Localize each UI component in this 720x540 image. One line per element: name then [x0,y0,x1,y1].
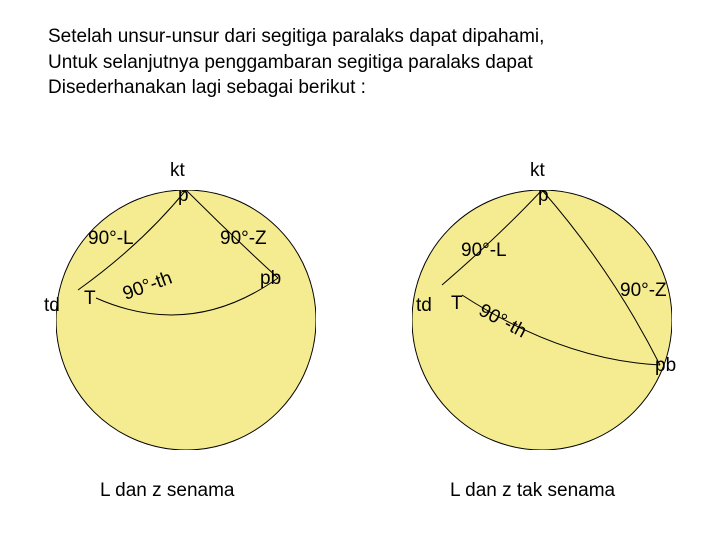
right-label-90Z: 90°-Z [620,280,667,302]
intro-text: Setelah unsur-unsur dari segitiga parala… [48,24,672,101]
right-sphere [412,190,672,450]
left-caption: L dan z senama [100,480,235,502]
left-label-T: T [84,288,96,310]
right-label-T: T [451,293,463,315]
right-label-90L: 90°-L [461,240,507,262]
left-label-90L: 90°-L [88,228,134,250]
right-label-kt: kt [530,160,545,182]
left-label-90Z: 90°-Z [220,228,267,250]
right-label-p: p [538,185,549,207]
intro-line2: Untuk selanjutnya penggambaran segitiga … [48,52,533,73]
left-label-kt: kt [170,160,185,182]
right-caption: L dan z tak senama [450,480,615,502]
right-sphere-circle [412,190,672,450]
intro-line1: Setelah unsur-unsur dari segitiga parala… [48,26,544,47]
right-label-pb: pb [655,355,676,377]
left-label-pb: pb [260,268,281,290]
left-label-td: td [44,295,60,317]
right-label-td: td [416,295,432,317]
intro-line3: Disederhanakan lagi sebagai berikut : [48,77,366,98]
left-label-p: p [178,185,189,207]
